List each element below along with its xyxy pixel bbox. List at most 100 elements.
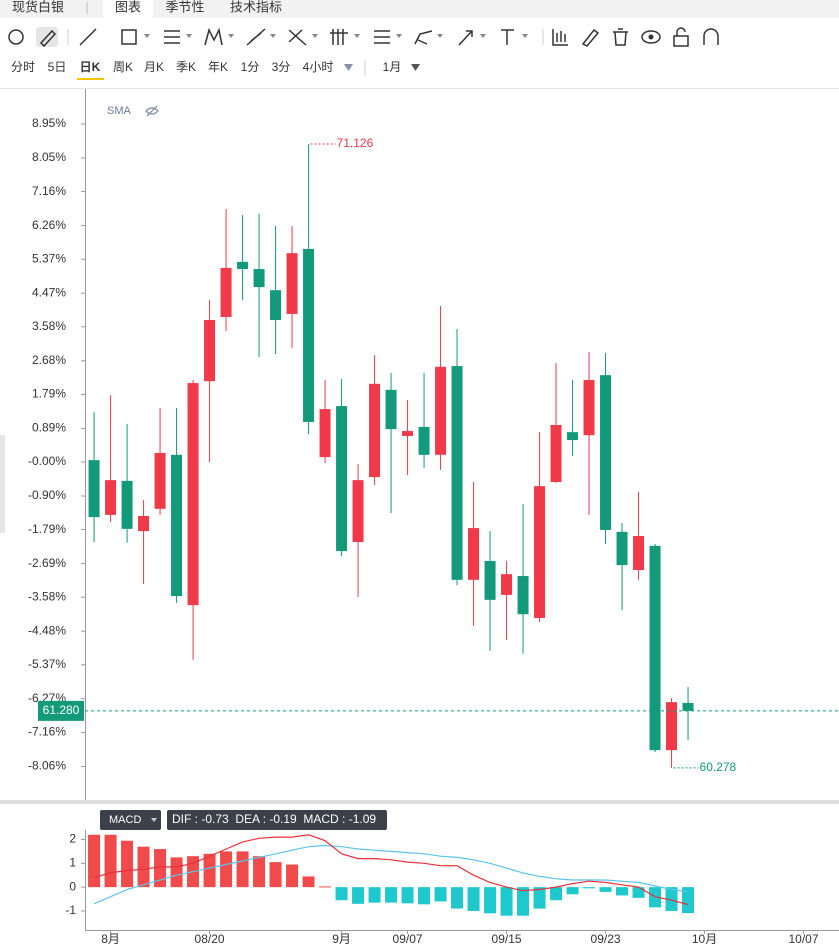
- period[interactable]: 年K: [208, 60, 228, 74]
- icon[interactable]: [79, 28, 97, 46]
- candle-body: [303, 248, 315, 422]
- period[interactable]: 季K: [176, 60, 196, 74]
- y-tick-label: 1: [69, 856, 76, 870]
- period[interactable]: 1分: [241, 60, 260, 74]
- macd-bar: [616, 887, 629, 896]
- macd-bar: [632, 887, 645, 898]
- icon[interactable]: [330, 29, 348, 45]
- y-tick-label: -1.79%: [28, 522, 66, 536]
- y-tick-label: 5.37%: [32, 251, 66, 265]
- last-price-box: [38, 700, 84, 721]
- y-tick-label: -3.58%: [28, 589, 66, 603]
- icon[interactable]: [39, 29, 57, 48]
- candle-body: [682, 702, 694, 711]
- candle-body: [171, 454, 183, 597]
- candle-body: [220, 267, 232, 317]
- period[interactable]: 4小时: [303, 60, 334, 74]
- eye-icon[interactable]: [145, 105, 159, 117]
- icon[interactable]: [204, 27, 223, 46]
- macd-bar: [368, 887, 381, 903]
- x-tick-label: 10/07: [789, 932, 819, 946]
- period[interactable]: 5日: [48, 60, 67, 74]
- y-tick-label: 8.95%: [32, 116, 66, 130]
- macd-bar: [583, 887, 596, 889]
- icon[interactable]: [501, 29, 514, 45]
- candle-body: [121, 480, 133, 529]
- icon: [648, 34, 654, 40]
- y-tick-label: 3.58%: [32, 319, 66, 333]
- macd-bar: [550, 887, 563, 901]
- icon[interactable]: [673, 27, 689, 47]
- tab[interactable]: 现货白银: [12, 0, 64, 14]
- dropdown-arrow[interactable]: [411, 64, 420, 71]
- icon[interactable]: [246, 28, 266, 46]
- x-tick-label: 08/20: [195, 932, 225, 946]
- macd-selector[interactable]: [100, 810, 161, 830]
- icon[interactable]: [374, 30, 390, 44]
- y-tick-label: -1: [65, 903, 76, 917]
- candle-body: [369, 383, 381, 478]
- period[interactable]: 分时: [11, 60, 35, 74]
- icon[interactable]: [121, 29, 137, 45]
- panel-divider: [0, 800, 839, 804]
- range[interactable]: 1月: [383, 60, 402, 74]
- x-tick-label: 8月: [101, 932, 120, 946]
- candle-body: [270, 290, 282, 320]
- candle-body: [286, 253, 298, 314]
- icon[interactable]: [164, 30, 180, 44]
- toolbar: [8, 27, 719, 48]
- icon[interactable]: [581, 28, 600, 47]
- macd-bar: [253, 856, 266, 888]
- candle-body: [187, 383, 199, 606]
- candle-body: [649, 545, 661, 751]
- icon[interactable]: [288, 29, 307, 46]
- macd-legend-box: [167, 810, 387, 830]
- y-tick-label: -2.69%: [28, 556, 66, 570]
- last-price-label: 61.280: [43, 703, 80, 717]
- macd-bar: [352, 887, 365, 904]
- macd-legend: DIF : -0.73 DEA : -0.19 MACD : -1.09: [172, 812, 376, 826]
- tab[interactable]: 图表: [115, 0, 141, 14]
- icon[interactable]: [552, 29, 568, 46]
- dif-line: [93, 834, 689, 906]
- candle-body: [600, 375, 612, 530]
- macd-bar: [599, 887, 612, 892]
- icon[interactable]: [641, 30, 661, 44]
- candle-body: [567, 432, 579, 441]
- period-active[interactable]: 日K: [80, 60, 101, 74]
- side-handle[interactable]: [0, 435, 5, 533]
- macd-bar: [467, 887, 480, 911]
- indicator-label[interactable]: SMA: [107, 105, 132, 117]
- candle-body: [418, 426, 430, 455]
- icon[interactable]: [613, 28, 628, 46]
- y-tick-label: -4.48%: [28, 623, 66, 637]
- macd-bar: [88, 834, 101, 888]
- y-tick-label: 2: [69, 832, 76, 846]
- icon[interactable]: [703, 28, 719, 45]
- period[interactable]: 3分: [272, 60, 291, 74]
- period[interactable]: 月K: [144, 60, 164, 74]
- macd-bar: [220, 851, 233, 888]
- icon[interactable]: [458, 30, 473, 46]
- active-underline: [77, 78, 104, 80]
- period[interactable]: 周K: [113, 60, 133, 74]
- macd-bar: [451, 887, 464, 909]
- macd-bar: [269, 862, 282, 888]
- y-tick-label: 7.16%: [32, 184, 66, 198]
- tab[interactable]: 季节性: [165, 0, 204, 14]
- macd-bar: [104, 834, 117, 888]
- macd-bar: [121, 840, 134, 888]
- macd-bar: [286, 864, 299, 888]
- tab[interactable]: 技术指标: [230, 0, 282, 14]
- dea-line: [93, 844, 689, 905]
- candle-body: [534, 486, 546, 618]
- candle-body: [88, 460, 100, 518]
- candle-body: [501, 574, 513, 595]
- macd-bar: [302, 876, 315, 888]
- macd-bar: [665, 887, 678, 911]
- icon[interactable]: [8, 29, 24, 45]
- icon[interactable]: [414, 30, 433, 45]
- dropdown-arrow[interactable]: [344, 64, 353, 71]
- macd-bar: [533, 887, 546, 909]
